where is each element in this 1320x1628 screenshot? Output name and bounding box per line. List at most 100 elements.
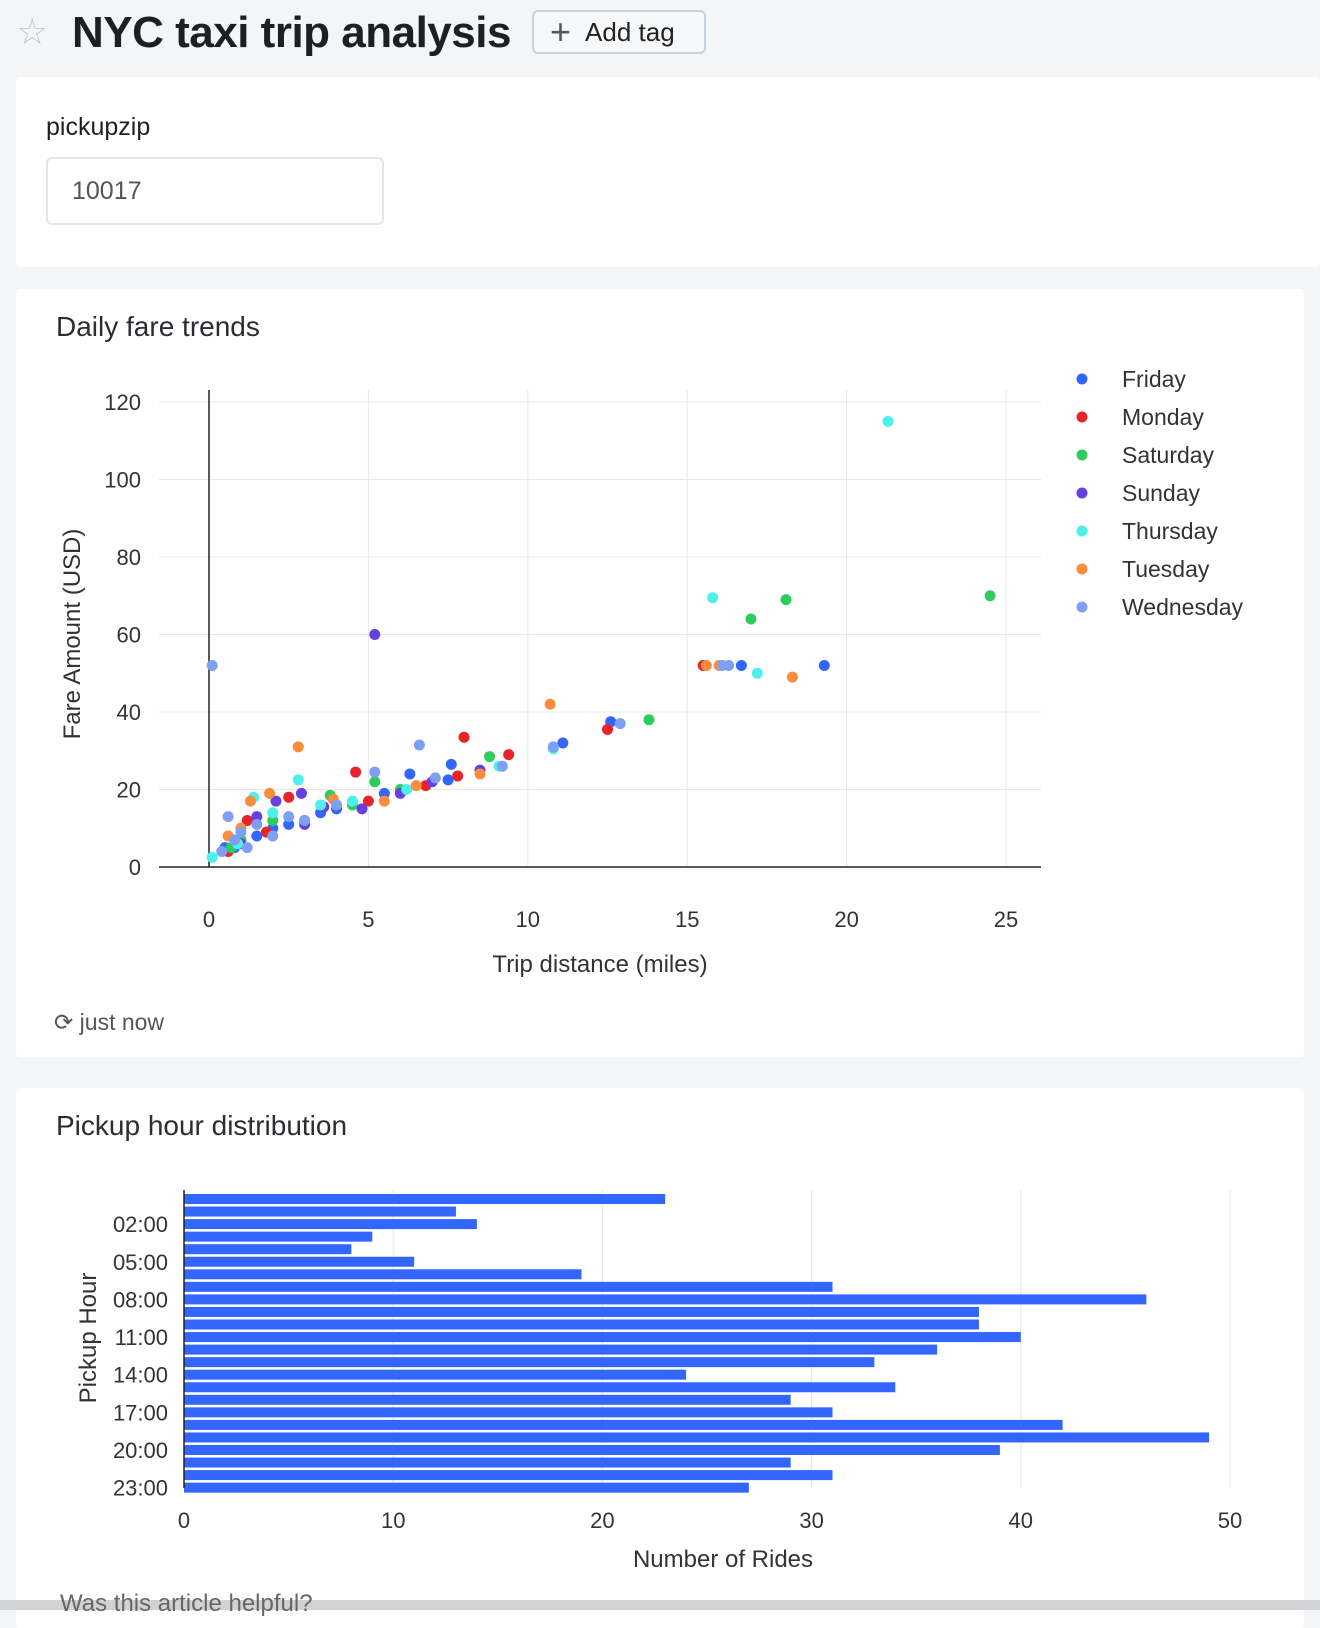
x-tick-label: 50 bbox=[1218, 1508, 1242, 1533]
legend-marker-thursday bbox=[1076, 525, 1088, 537]
data-point-thursday bbox=[315, 799, 327, 811]
data-point-sunday bbox=[251, 811, 263, 823]
bar-00:00 bbox=[184, 1194, 666, 1204]
legend-label-monday: Monday bbox=[1122, 404, 1204, 430]
footer-strip: Was this article helpful? bbox=[0, 1590, 1320, 1617]
y-axis-label: Fare Amount (USD) bbox=[59, 529, 86, 740]
legend-marker-wednesday bbox=[1076, 601, 1088, 613]
pickupzip-input[interactable]: 10017 bbox=[46, 157, 384, 225]
bar-17:00 bbox=[184, 1407, 833, 1418]
legend-marker-monday bbox=[1076, 411, 1088, 423]
bar-11:00 bbox=[184, 1332, 1021, 1343]
data-point-sunday bbox=[369, 629, 381, 640]
bar-02:00 bbox=[184, 1219, 477, 1230]
data-point-monday bbox=[503, 749, 515, 761]
bar-05:00 bbox=[184, 1256, 415, 1267]
legend-label-tuesday: Tuesday bbox=[1122, 556, 1210, 582]
y-tick-label: 08:00 bbox=[113, 1287, 168, 1312]
y-tick-label: 17:00 bbox=[113, 1400, 168, 1425]
bar-15:00 bbox=[184, 1382, 896, 1393]
bar-06:00 bbox=[184, 1269, 582, 1280]
x-tick-label: 15 bbox=[675, 907, 699, 932]
data-point-monday bbox=[283, 791, 295, 803]
data-point-tuesday bbox=[700, 660, 712, 671]
bar-07:00 bbox=[184, 1281, 833, 1292]
x-tick-label: 5 bbox=[362, 907, 374, 932]
page-title: NYC taxi trip analysis bbox=[72, 8, 511, 57]
data-point-wednesday bbox=[369, 766, 381, 778]
data-point-sunday bbox=[356, 803, 368, 815]
data-point-friday bbox=[557, 737, 569, 749]
x-tick-label: 30 bbox=[799, 1508, 823, 1533]
data-point-wednesday bbox=[283, 811, 295, 823]
legend-label-saturday: Saturday bbox=[1122, 442, 1215, 468]
refresh-status[interactable]: ⟳ just now bbox=[54, 1009, 164, 1036]
y-tick-label: 20 bbox=[117, 778, 141, 803]
bar-chart-card: Pickup hour distribution 0 10 20 30 40 50 02:0… bbox=[16, 1088, 1304, 1628]
bar-14:00 bbox=[184, 1369, 687, 1380]
data-point-monday bbox=[458, 731, 470, 743]
data-point-wednesday bbox=[614, 718, 626, 730]
bar-10:00 bbox=[184, 1319, 979, 1330]
data-point-wednesday bbox=[241, 842, 253, 854]
y-tick-label: 05:00 bbox=[113, 1250, 168, 1275]
data-point-wednesday bbox=[429, 772, 441, 784]
data-point-wednesday bbox=[331, 799, 343, 811]
data-point-saturday bbox=[984, 590, 996, 602]
data-point-thursday bbox=[882, 415, 894, 427]
bar-21:00 bbox=[184, 1457, 791, 1468]
data-point-saturday bbox=[484, 751, 496, 763]
data-point-wednesday bbox=[716, 660, 728, 671]
legend-marker-tuesday bbox=[1076, 563, 1088, 575]
scatter-chart: 0 5 10 15 20 25 0 20 40 60 80 100 120 Trip distance (… bbox=[59, 366, 1244, 978]
bar-09:00 bbox=[184, 1306, 979, 1317]
y-tick-label: 80 bbox=[117, 545, 141, 570]
bar-16:00 bbox=[184, 1394, 791, 1405]
data-point-thursday bbox=[751, 667, 763, 679]
legend-label-wednesday: Wednesday bbox=[1122, 594, 1244, 620]
x-axis-label: Number of Rides bbox=[633, 1546, 813, 1573]
data-point-monday bbox=[241, 815, 253, 826]
bar-01:00 bbox=[184, 1206, 456, 1217]
data-point-tuesday bbox=[244, 795, 256, 807]
y-tick-label: 02:00 bbox=[113, 1212, 168, 1237]
filter-label: pickupzip bbox=[46, 113, 151, 141]
legend-marker-sunday bbox=[1076, 487, 1088, 499]
refresh-text: just now bbox=[79, 1009, 165, 1035]
add-tag-button[interactable]: + Add tag bbox=[532, 10, 706, 54]
y-tick-label: 0 bbox=[129, 855, 141, 880]
data-point-tuesday bbox=[544, 698, 556, 710]
data-point-tuesday bbox=[410, 780, 422, 792]
data-point-friday bbox=[404, 768, 416, 780]
legend-marker-saturday bbox=[1076, 449, 1088, 461]
data-point-thursday bbox=[292, 774, 304, 786]
chart-title: Pickup hour distribution bbox=[56, 1110, 348, 1141]
data-point-thursday bbox=[401, 784, 413, 795]
data-point-sunday bbox=[295, 787, 307, 799]
data-point-friday bbox=[445, 758, 457, 770]
legend-label-friday: Friday bbox=[1122, 366, 1186, 392]
data-point-wednesday bbox=[547, 741, 559, 753]
data-point-friday bbox=[251, 830, 263, 842]
data-point-wednesday bbox=[229, 834, 241, 846]
x-tick-label: 0 bbox=[178, 1508, 190, 1533]
data-point-monday bbox=[602, 723, 613, 735]
bar-20:00 bbox=[184, 1445, 1000, 1455]
data-point-wednesday bbox=[235, 826, 247, 838]
data-point-wednesday bbox=[222, 811, 234, 823]
star-outline-icon[interactable]: ☆ bbox=[16, 11, 49, 52]
data-point-wednesday bbox=[251, 818, 263, 830]
bar-22:00 bbox=[184, 1470, 833, 1481]
data-point-wednesday bbox=[299, 815, 311, 826]
bar-chart: 0 10 20 30 40 50 02:00 05:00 08:00 11:00 14:00 17:0… bbox=[75, 1190, 1242, 1573]
y-tick-label: 120 bbox=[104, 390, 141, 415]
data-point-friday bbox=[735, 660, 747, 671]
data-point-friday bbox=[442, 774, 454, 786]
data-point-wednesday bbox=[496, 760, 508, 772]
data-point-saturday bbox=[745, 613, 757, 625]
data-point-thursday bbox=[206, 851, 218, 863]
y-tick-label: 23:00 bbox=[113, 1476, 168, 1501]
y-tick-label: 11:00 bbox=[115, 1325, 168, 1350]
data-point-friday bbox=[818, 660, 830, 671]
data-point-monday bbox=[452, 770, 464, 782]
